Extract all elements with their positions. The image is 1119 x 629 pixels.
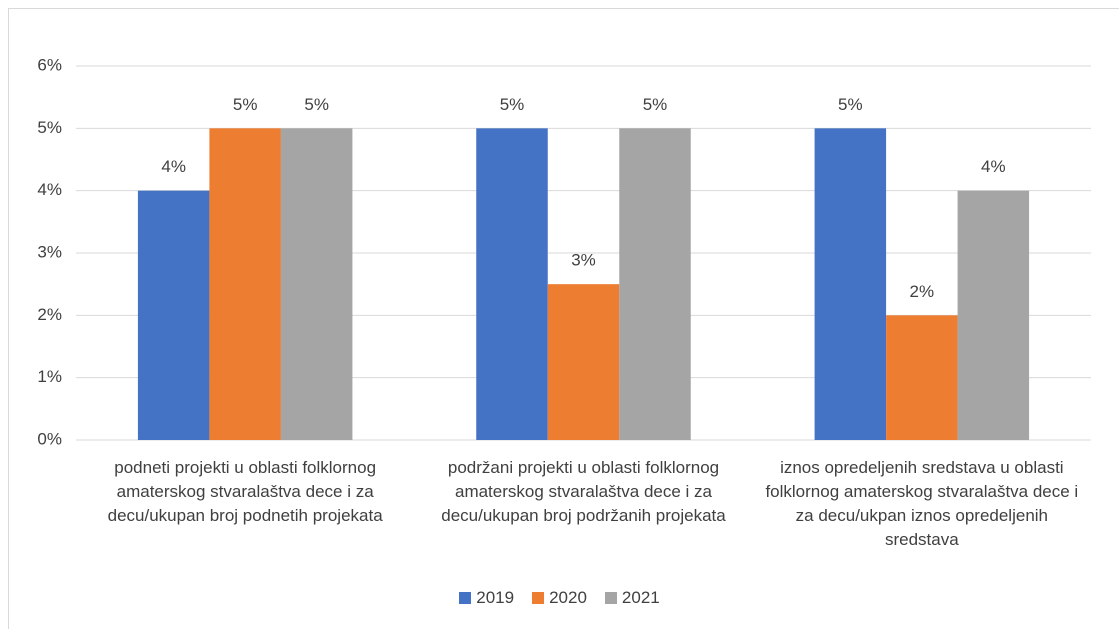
y-tick-label: 2% xyxy=(37,305,62,324)
data-label: 5% xyxy=(643,95,668,114)
bar xyxy=(209,128,281,441)
bar xyxy=(476,128,548,441)
bar xyxy=(886,315,958,440)
x-tick-label: iznos opredeljenih sredstava u oblasti f… xyxy=(765,458,1079,549)
y-tick-label: 3% xyxy=(37,242,62,261)
bar xyxy=(814,128,887,441)
legend: 2019 2020 2021 xyxy=(0,588,1119,608)
legend-item: 2019 xyxy=(459,588,514,608)
legend-item: 2020 xyxy=(532,588,587,608)
y-tick-label: 4% xyxy=(37,180,62,199)
legend-swatch xyxy=(532,592,545,604)
data-label: 5% xyxy=(500,95,525,114)
data-label: 3% xyxy=(571,251,596,270)
bar xyxy=(137,190,210,440)
legend-swatch xyxy=(604,592,617,604)
y-tick-label: 0% xyxy=(37,429,62,448)
legend-label: 2019 xyxy=(476,588,515,607)
data-label: 5% xyxy=(838,95,863,114)
legend-swatch xyxy=(459,592,472,604)
legend-label: 2020 xyxy=(549,588,587,607)
data-label: 5% xyxy=(304,95,329,114)
legend-label: 2021 xyxy=(621,588,660,607)
bar xyxy=(547,284,620,440)
bar xyxy=(957,190,1030,440)
y-tick-label: 1% xyxy=(37,367,62,386)
bar xyxy=(280,128,353,441)
legend-item: 2021 xyxy=(604,588,660,608)
data-label: 4% xyxy=(161,157,186,176)
x-tick-label: podržani projekti u oblasti folklornog a… xyxy=(441,458,726,525)
data-label: 2% xyxy=(910,282,935,301)
data-label: 5% xyxy=(233,95,258,114)
data-label: 4% xyxy=(981,157,1006,176)
x-tick-label: podneti projekti u oblasti folklornog am… xyxy=(107,458,383,525)
chart-border xyxy=(8,8,1119,629)
y-tick-label: 5% xyxy=(37,118,62,137)
y-tick-label: 6% xyxy=(37,55,62,74)
bar xyxy=(619,128,691,441)
